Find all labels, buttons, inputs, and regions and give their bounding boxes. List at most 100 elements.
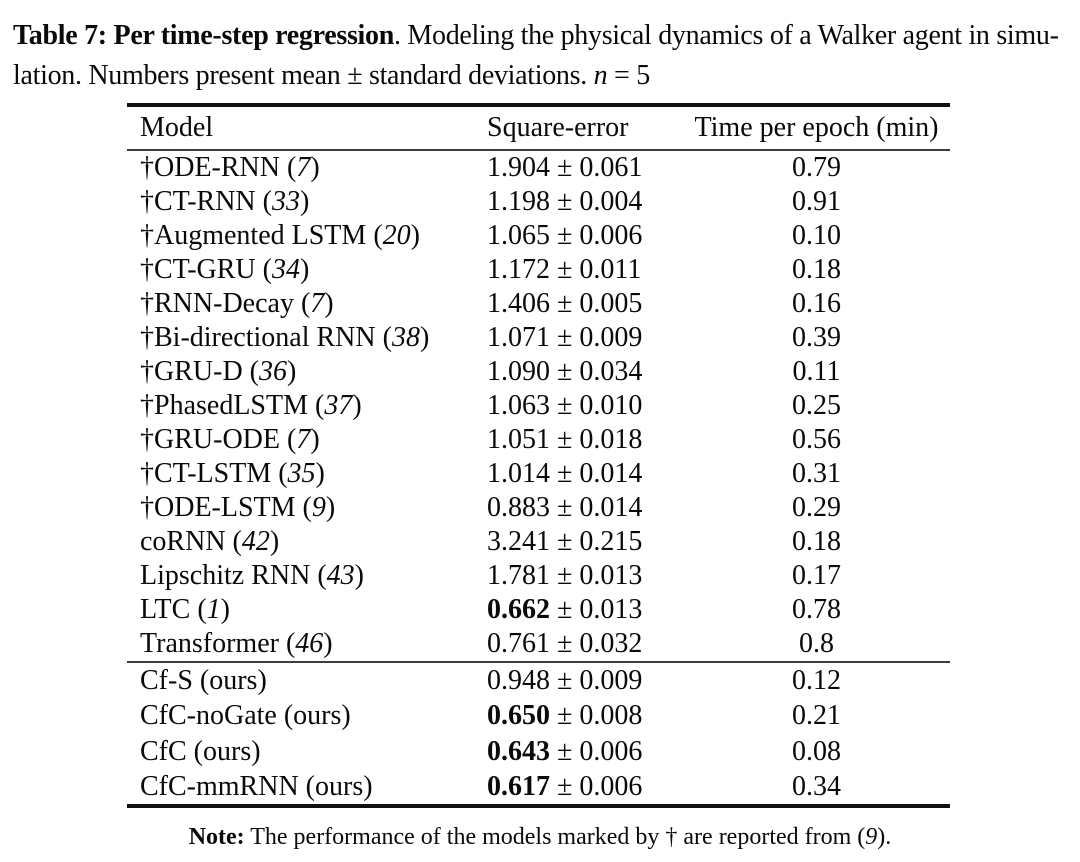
- mean-value: 1.063: [487, 390, 550, 421]
- std-value: 0.032: [579, 628, 643, 659]
- time-value: 0.16: [792, 288, 841, 319]
- time-value: 0.21: [792, 700, 841, 731]
- cite-open: (: [280, 424, 297, 455]
- mean-value: 3.241: [487, 526, 550, 557]
- std-value: 0.006: [579, 771, 643, 802]
- column-header-model: Model: [127, 105, 486, 151]
- time-value: 0.8: [799, 628, 834, 659]
- cite-close: ): [419, 322, 430, 353]
- std-value: 0.061: [579, 152, 643, 183]
- std-value: 0.008: [579, 700, 643, 731]
- cite-close: ): [323, 628, 333, 659]
- time-value: 0.79: [792, 152, 841, 183]
- std-value: 0.215: [579, 526, 643, 557]
- ours-models-section: Cf-S (ours) 0.948 ± 0.009 0.12 CfC-noGat…: [127, 662, 950, 806]
- model-name: †RNN-Decay: [140, 288, 294, 319]
- table-row: †ODE-RNN (7) 1.904 ± 0.061 0.79: [127, 150, 950, 185]
- plus-minus: ±: [550, 220, 580, 251]
- table-header: Model Square-error Time per epoch (min): [127, 105, 950, 151]
- table-row: CfC (ours) 0.643 ± 0.006 0.08: [127, 734, 950, 770]
- cite-open: (: [295, 492, 312, 523]
- model-name: †GRU-ODE: [140, 424, 280, 455]
- model-name: †Augmented LSTM: [140, 220, 367, 251]
- table-row: †ODE-LSTM (9) 0.883 ± 0.014 0.29: [127, 491, 950, 525]
- plus-minus: ±: [550, 288, 580, 319]
- cite-close: ): [299, 254, 310, 285]
- table-row: Transformer (46) 0.761 ± 0.032 0.8: [127, 627, 950, 662]
- model-name: †CT-GRU: [140, 254, 256, 285]
- cite-close: ): [354, 560, 364, 591]
- plus-minus: ±: [550, 356, 580, 387]
- column-header-time-per-epoch: Time per epoch (min): [683, 105, 950, 151]
- mean-value: 1.014: [487, 458, 550, 489]
- cite-close: ): [287, 356, 297, 387]
- cite-close: ): [325, 492, 336, 523]
- cite-close: ): [299, 186, 310, 217]
- mean-value: 1.198: [487, 186, 550, 217]
- table-row: †CT-GRU (34) 1.172 ± 0.011 0.18: [127, 253, 950, 287]
- mean-value: 0.948: [487, 664, 550, 696]
- cite-close: ): [352, 390, 362, 421]
- table-row: †CT-RNN (33) 1.198 ± 0.004 0.91: [127, 185, 950, 219]
- plus-minus: ±: [550, 771, 580, 802]
- cite-open: (: [271, 458, 288, 489]
- math-variable: n: [593, 60, 608, 91]
- cite-open: (: [190, 594, 207, 625]
- results-table: Model Square-error Time per epoch (min) …: [127, 103, 950, 808]
- table-row: †Augmented LSTM (20) 1.065 ± 0.006 0.10: [127, 219, 950, 253]
- table-note: Note: The performance of the models mark…: [188, 824, 892, 850]
- citation-number: 9: [865, 824, 878, 850]
- citation-number: 37: [324, 390, 353, 421]
- std-value: 0.018: [579, 424, 643, 455]
- plus-minus: ±: [550, 458, 580, 489]
- time-value: 0.18: [792, 254, 841, 285]
- cite-close: ): [324, 288, 334, 319]
- time-value: 0.34: [792, 771, 841, 802]
- plus-minus: ±: [550, 152, 580, 183]
- plus-minus: ±: [550, 254, 580, 285]
- mean-value: 1.065: [487, 220, 550, 251]
- citation-number: 9: [311, 492, 326, 523]
- mean-value: 1.781: [487, 560, 550, 591]
- cite-open: (: [375, 322, 392, 353]
- std-value: 0.004: [579, 186, 643, 217]
- note-label: Note:: [188, 824, 245, 850]
- model-name: †ODE-LSTM: [140, 492, 296, 523]
- caption-title: Table 7: Per time-step regression: [13, 20, 395, 51]
- cite-open: (: [293, 288, 311, 319]
- time-value: 0.91: [792, 186, 841, 217]
- model-name: CfC-mmRNN (ours): [140, 771, 373, 802]
- cite-close: ): [310, 152, 320, 183]
- plus-minus: ±: [550, 492, 580, 523]
- time-value: 0.31: [792, 458, 841, 489]
- table-row: †GRU-ODE (7) 1.051 ± 0.018 0.56: [127, 423, 950, 457]
- cite-close: ): [410, 220, 420, 251]
- plus-minus: ±: [550, 594, 580, 625]
- cite-open: (: [255, 186, 272, 217]
- cite-close: ): [310, 424, 320, 455]
- citation-number: 33: [271, 186, 300, 217]
- time-value: 0.78: [792, 594, 841, 625]
- std-value: 0.006: [579, 220, 643, 251]
- model-name: †GRU-D: [140, 356, 243, 387]
- model-name: Lipschitz RNN: [140, 560, 311, 591]
- citation-number: 7: [296, 152, 311, 183]
- cite-open: (: [280, 152, 297, 183]
- baseline-models-section: †ODE-RNN (7) 1.904 ± 0.061 0.79 †CT-RNN …: [127, 150, 950, 662]
- table-row: LTC (1) 0.662 ± 0.013 0.78: [127, 593, 950, 627]
- table-row: †CT-LSTM (35) 1.014 ± 0.014 0.31: [127, 457, 950, 491]
- mean-value: 1.090: [487, 356, 550, 387]
- table-row: †GRU-D (36) 1.090 ± 0.034 0.11: [127, 355, 950, 389]
- cite-open: (: [310, 560, 327, 591]
- model-name: †CT-LSTM: [140, 458, 272, 489]
- mean-value-best: 0.643: [487, 736, 550, 767]
- citation-number: 42: [241, 526, 270, 557]
- citation-number: 43: [326, 560, 355, 591]
- mean-value: 1.406: [487, 288, 550, 319]
- std-value: 0.014: [579, 492, 643, 523]
- cite-close: ): [315, 458, 325, 489]
- model-name: CfC (ours): [140, 736, 261, 767]
- table-row: †PhasedLSTM (37) 1.063 ± 0.010 0.25: [127, 389, 950, 423]
- citation-number: 20: [382, 220, 411, 251]
- table-row: CfC-mmRNN (ours) 0.617 ± 0.006 0.34: [127, 770, 950, 806]
